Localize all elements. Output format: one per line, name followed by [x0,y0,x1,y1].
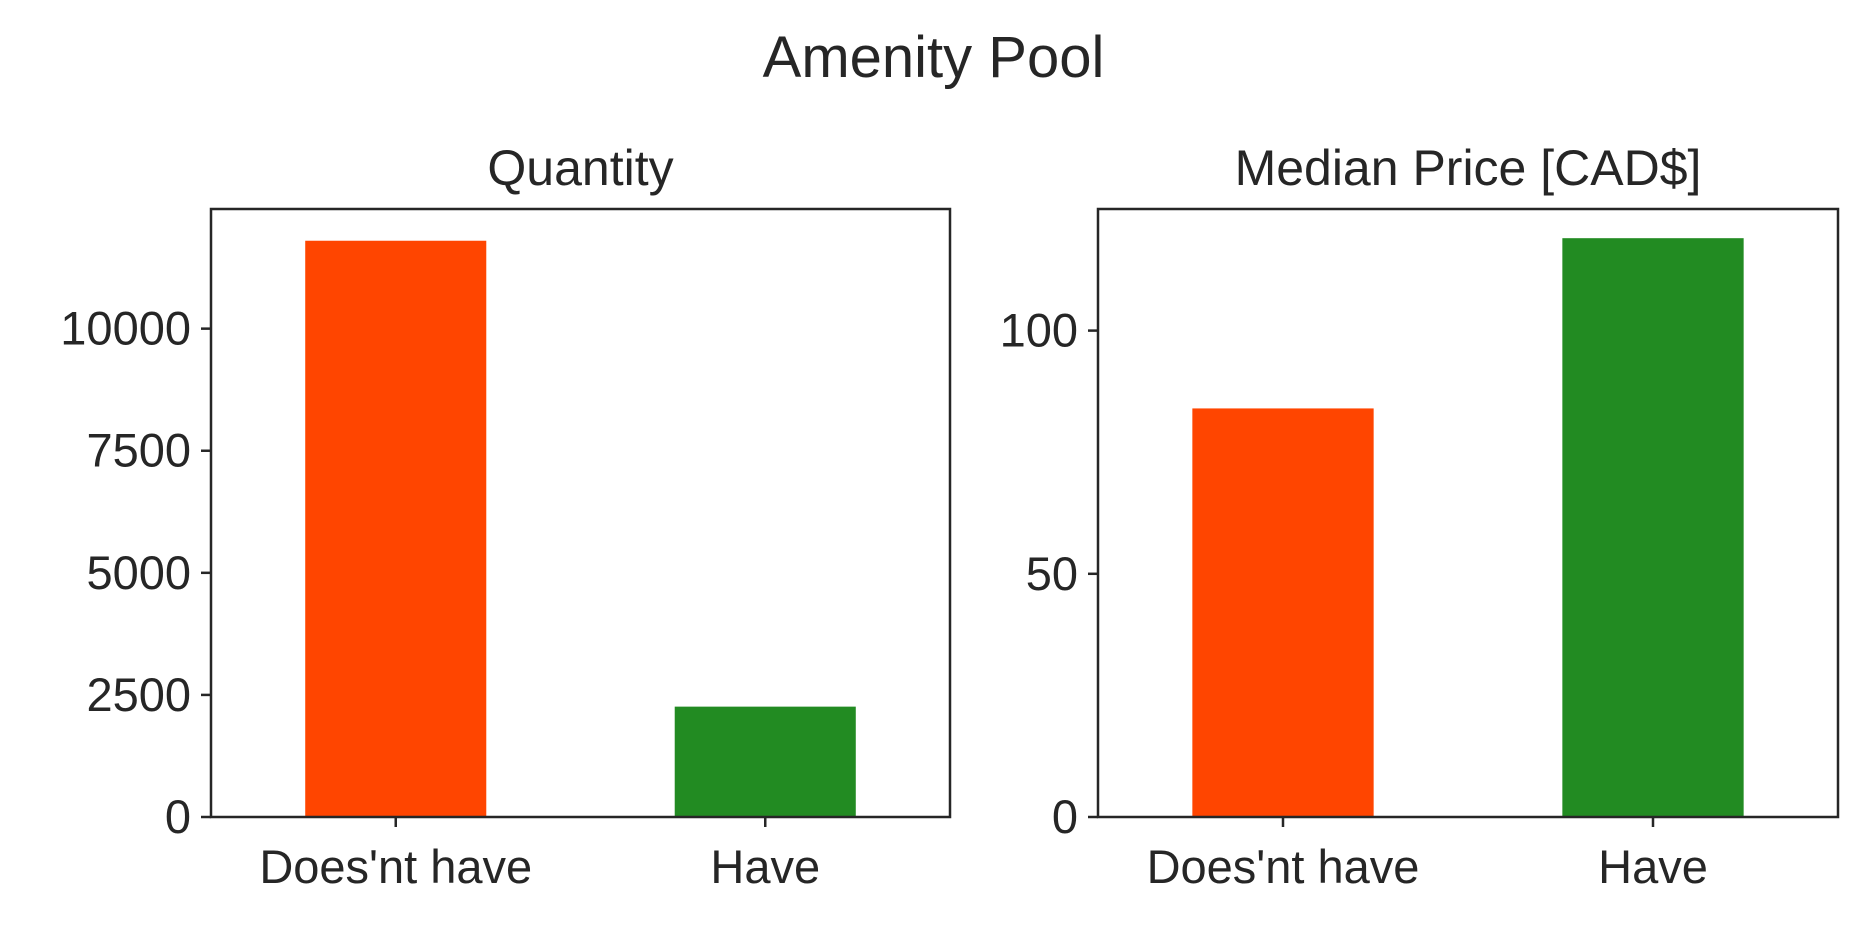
median-price-xtick-label: Have [1598,840,1708,893]
median-price-bar-doesnt-have [1192,408,1374,817]
quantity-ytick-label: 5000 [86,546,191,599]
figure-title: Amenity Pool [762,25,1105,90]
median-price-ytick-label: 0 [1052,790,1078,843]
quantity-bar-doesnt-have [305,240,487,817]
quantity-bar-have [674,706,856,817]
median-price-panel-title: Median Price [CAD$] [1235,140,1702,196]
quantity-ytick-label: 10000 [60,302,191,355]
median-price-xtick-label: Does'nt have [1147,840,1420,893]
quantity-ytick-label: 0 [165,790,191,843]
median-price-ytick-label: 100 [1000,304,1078,357]
median-price-bar-have [1562,238,1744,817]
quantity-xtick-label: Have [710,840,820,893]
quantity-ytick-label: 7500 [86,424,191,477]
quantity-axes-frame [209,207,952,819]
median-price-panel: Median Price [CAD$] 0 50 100 Does'nt have Hav… [1000,140,1840,893]
quantity-panel-title: Quantity [487,140,673,196]
median-price-ytick-label: 50 [1026,547,1078,600]
quantity-panel: Quantity 0 2500 5000 7500 10000 Does'nt have Ha… [60,140,952,893]
median-price-axes-frame [1096,207,1840,819]
quantity-xtick-label: Does'nt have [259,840,532,893]
quantity-ytick-label: 2500 [86,668,191,721]
